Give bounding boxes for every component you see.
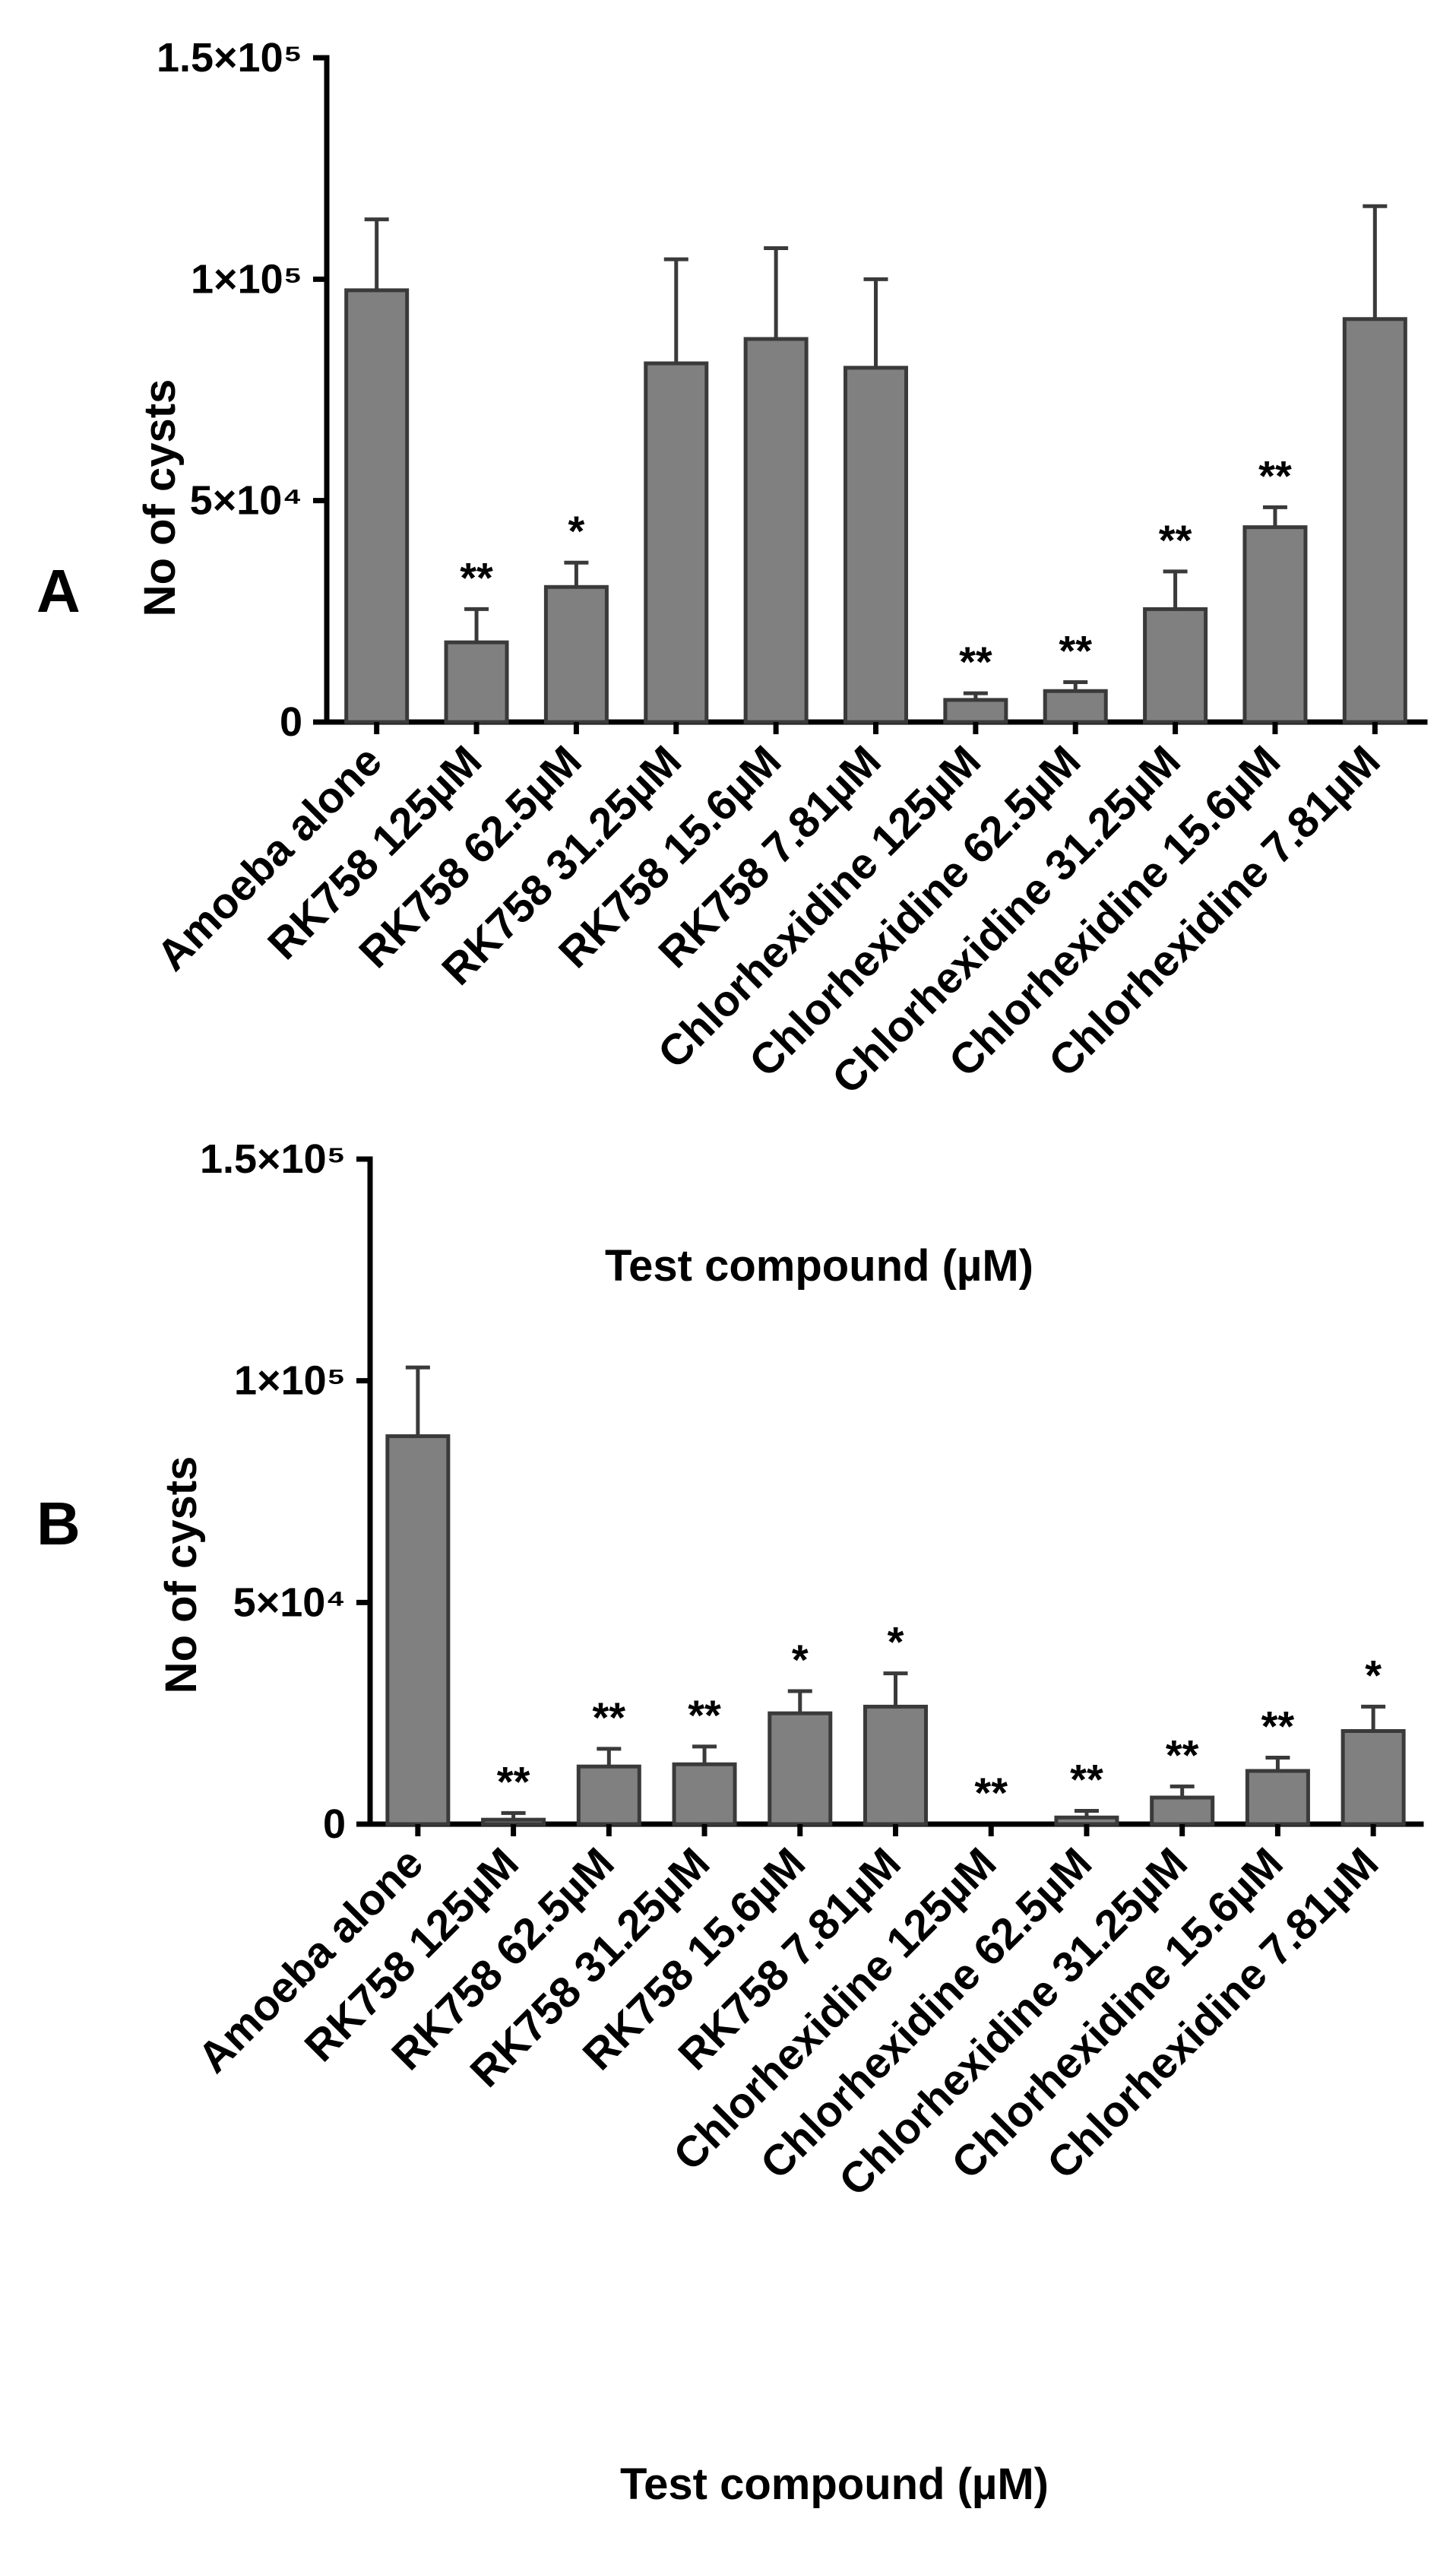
panel-b-y-tick-label: 1.5×10⁵ [200, 1136, 346, 1182]
panel-a-significance-marker: ** [460, 553, 493, 601]
panel-b-label: B [36, 1490, 81, 1557]
panel-a-bar [444, 640, 509, 724]
panel-b-bar [768, 1711, 833, 1826]
panel-a-significance-marker: ** [1059, 627, 1092, 675]
panel-a-bar [943, 698, 1008, 724]
panel-b-bar [385, 1434, 451, 1826]
panel-b-y-tick-label: 1×10⁵ [234, 1358, 346, 1404]
panel-b: B No of cysts Test compound (µM) 0 5×10⁴ 1… [36, 1136, 1424, 2509]
panel-a-y-tick-label: 5×10⁴ [190, 478, 302, 524]
panel-a-y-tick-label: 0 [280, 699, 302, 745]
panel-b-significance-marker: * [792, 1636, 809, 1684]
panel-a-significance-marker: * [568, 507, 585, 555]
panel-b-significance-marker: ** [974, 1769, 1008, 1817]
panel-a-bar [344, 288, 410, 724]
panel-b-bar [1150, 1795, 1215, 1826]
panel-a-bar [644, 361, 709, 724]
panel-b-significance-marker: * [1365, 1651, 1382, 1699]
panel-b-bar [1054, 1815, 1119, 1826]
panel-b-bar [481, 1817, 546, 1826]
panel-b-y-tick-label: 0 [323, 1801, 346, 1847]
panel-b-y-tick-label: 5×10⁴ [233, 1579, 346, 1625]
panel-a-bar [844, 366, 908, 724]
panel-a-bar [1143, 607, 1208, 724]
panel-a-bar [1242, 525, 1308, 724]
panel-b-x-axis-title: Test compound (µM) [620, 2460, 1049, 2509]
panel-b-bar [863, 1704, 928, 1826]
panel-a-y-tick-label: 1.5×10⁵ [157, 35, 302, 81]
panel-a-bar [1342, 317, 1407, 724]
panel-a-significance-marker: ** [959, 638, 992, 686]
panel-b-significance-marker: ** [593, 1693, 626, 1741]
panel-a-bar [543, 584, 609, 724]
panel-b-significance-marker: * [888, 1618, 904, 1666]
panel-b-bar [576, 1764, 641, 1826]
panel-b-y-axis-title: No of cysts [157, 1456, 206, 1694]
panel-b-significance-marker: ** [1166, 1731, 1199, 1779]
panel-a-significance-marker: ** [1159, 516, 1192, 564]
panel-b-bar [672, 1762, 737, 1826]
panel-a-bar [1043, 689, 1108, 724]
panel-b-significance-marker: ** [497, 1757, 530, 1805]
panel-b-significance-marker: ** [1261, 1703, 1295, 1750]
panel-a-x-axis-title: Test compound (µM) [605, 1241, 1033, 1291]
panel-b-bar [1340, 1729, 1406, 1826]
panel-a: A No of cysts Test compound (µM) 0 5×10⁴ 1… [36, 35, 1428, 1291]
panel-a-y-tick-label: 1×10⁵ [191, 256, 302, 302]
panel-b-significance-marker: ** [1070, 1756, 1103, 1804]
panel-a-y-axis-title: No of cysts [135, 379, 185, 617]
panel-b-bar [1245, 1769, 1310, 1826]
panel-a-label: A [36, 557, 81, 625]
panel-b-significance-marker: ** [688, 1691, 721, 1739]
panel-a-significance-marker: ** [1258, 451, 1292, 499]
panel-a-bar [743, 337, 809, 724]
